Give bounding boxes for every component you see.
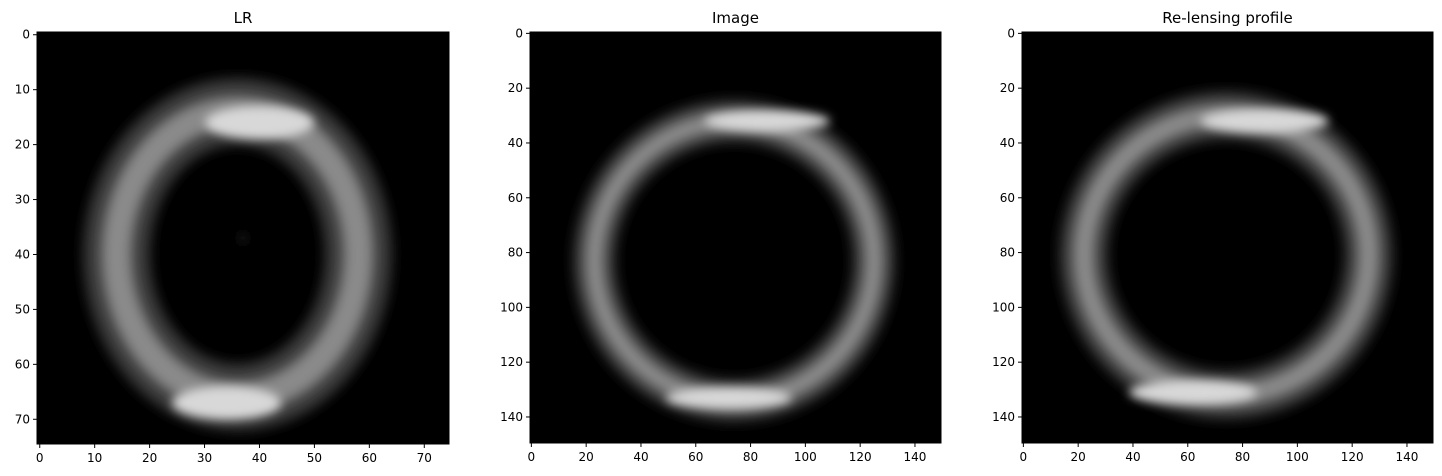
panel-title: LR bbox=[234, 9, 253, 27]
axes-frame bbox=[529, 31, 942, 444]
panel-title: Re-lensing profile bbox=[1162, 9, 1292, 27]
y-tick-label: 0 bbox=[1007, 26, 1015, 40]
panel-1: LR 0 10 20 30 40 50 60 70 0 10 20 30 40 50 60 70 bbox=[15, 9, 450, 465]
x-tick-label: 10 bbox=[87, 451, 102, 465]
y-tick-label: 60 bbox=[15, 357, 30, 371]
y-tick-label: 70 bbox=[15, 412, 30, 426]
y-tick-label: 80 bbox=[1000, 246, 1015, 260]
x-tick-label: 100 bbox=[1286, 450, 1309, 464]
y-tick-label: 10 bbox=[15, 83, 30, 97]
panel-title: Image bbox=[712, 9, 759, 27]
y-tick-label: 60 bbox=[508, 191, 523, 205]
image-content bbox=[83, 78, 392, 431]
ring-bright-spot bbox=[704, 110, 830, 132]
x-tick-label: 140 bbox=[1396, 450, 1419, 464]
y-tick-label: 120 bbox=[992, 355, 1015, 369]
axes-frame bbox=[36, 31, 450, 445]
y-tick-label: 20 bbox=[1000, 81, 1015, 95]
x-tick-label: 60 bbox=[688, 450, 703, 464]
image-content bbox=[573, 99, 895, 422]
x-tick-label: 0 bbox=[1020, 450, 1028, 464]
x-tick-label: 0 bbox=[36, 451, 44, 465]
x-tick-label: 20 bbox=[1071, 450, 1086, 464]
y-tick-label: 140 bbox=[992, 410, 1015, 424]
x-tick-label: 70 bbox=[417, 451, 432, 465]
x-tick-label: 80 bbox=[1235, 450, 1250, 464]
y-tick-label: 120 bbox=[500, 355, 523, 369]
ring-bright-spot bbox=[172, 386, 281, 420]
y-tick-label: 40 bbox=[15, 247, 30, 261]
image-content bbox=[1059, 91, 1393, 420]
x-tick-label: 60 bbox=[1180, 450, 1195, 464]
x-tick-label: 40 bbox=[633, 450, 648, 464]
x-tick-label: 100 bbox=[794, 450, 817, 464]
y-tick-label: 40 bbox=[1000, 136, 1015, 150]
y-tick-label: 40 bbox=[508, 136, 523, 150]
x-tick-label: 80 bbox=[743, 450, 758, 464]
y-tick-label: 100 bbox=[992, 300, 1015, 314]
x-tick-label: 120 bbox=[849, 450, 872, 464]
x-tick-label: 50 bbox=[307, 451, 322, 465]
x-tick-label: 120 bbox=[1341, 450, 1364, 464]
y-tick-label: 80 bbox=[508, 246, 523, 260]
x-tick-label: 20 bbox=[142, 451, 157, 465]
panel-3: Re-lensing profile 0 20 40 60 80 100 120 140 0 20 4… bbox=[992, 9, 1434, 464]
x-tick-label: 0 bbox=[528, 450, 536, 464]
x-tick-label: 20 bbox=[579, 450, 594, 464]
y-tick-label: 100 bbox=[500, 300, 523, 314]
y-tick-label: 0 bbox=[22, 28, 30, 42]
y-tick-label: 30 bbox=[15, 193, 30, 207]
y-tick-label: 20 bbox=[15, 138, 30, 152]
y-tick-label: 20 bbox=[508, 81, 523, 95]
ring-bright-spot bbox=[205, 106, 314, 140]
ring-bright-spot bbox=[1200, 108, 1329, 134]
y-tick-label: 0 bbox=[515, 26, 523, 40]
panel-2: Image 0 20 40 60 80 100 120 140 0 20 40 60 80 100 120 14… bbox=[500, 9, 942, 464]
axes-frame bbox=[1021, 31, 1434, 444]
ring-bright-spot bbox=[1129, 380, 1258, 405]
x-tick-label: 40 bbox=[252, 451, 267, 465]
y-tick-label: 140 bbox=[500, 410, 523, 424]
ring-bright-spot bbox=[665, 387, 792, 409]
x-tick-label: 140 bbox=[904, 450, 927, 464]
x-tick-label: 30 bbox=[197, 451, 212, 465]
x-tick-label: 60 bbox=[362, 451, 377, 465]
center-dot bbox=[239, 234, 247, 242]
y-tick-label: 50 bbox=[15, 302, 30, 316]
x-tick-label: 40 bbox=[1125, 450, 1140, 464]
y-tick-label: 60 bbox=[1000, 191, 1015, 205]
